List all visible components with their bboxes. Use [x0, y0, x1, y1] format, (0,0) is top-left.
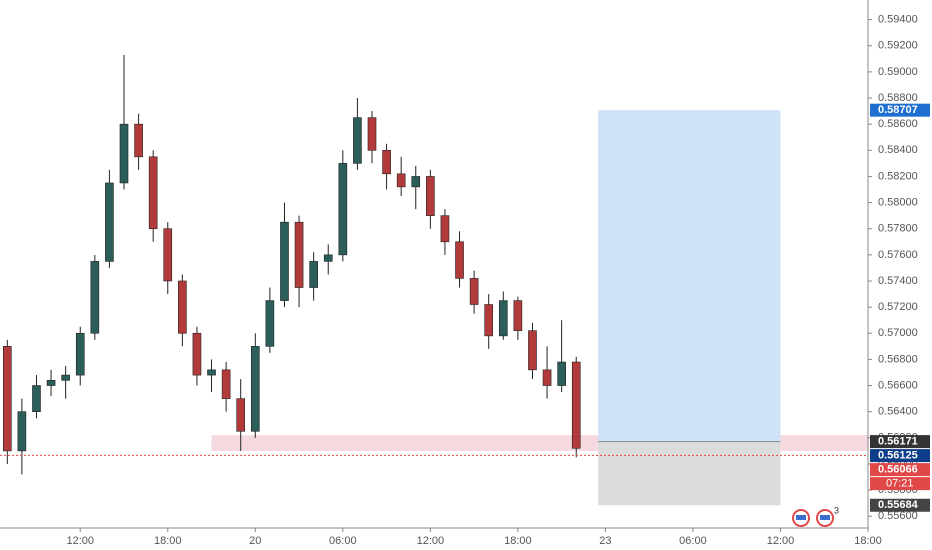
price-label-box — [870, 449, 930, 463]
candle-body — [17, 411, 27, 452]
candle-body — [396, 173, 406, 188]
price-label-box — [870, 463, 930, 477]
stop-area — [598, 441, 781, 506]
candle-body — [32, 385, 41, 412]
profit-area — [598, 110, 781, 442]
candle-body — [265, 300, 275, 347]
candle-body — [280, 221, 289, 301]
y-tick-label: 0.57200 — [878, 301, 918, 313]
x-tick-label: 12:00 — [767, 535, 795, 547]
x-tick-label: 06:00 — [329, 535, 357, 547]
candle-body — [119, 123, 129, 184]
y-tick-label: 0.58200 — [878, 170, 918, 182]
candle-body — [309, 261, 318, 288]
y-tick-label: 0.59200 — [878, 40, 918, 52]
x-tick-label: 18:00 — [854, 535, 882, 547]
candle-body — [75, 332, 85, 376]
price-label-box — [870, 103, 930, 117]
candle-body — [338, 163, 348, 256]
y-tick-label: 0.56800 — [878, 353, 918, 365]
candle-body — [192, 332, 202, 376]
candle-body — [207, 369, 216, 376]
candle-body — [236, 398, 246, 432]
candle-body — [557, 361, 566, 386]
candle-body — [148, 156, 158, 230]
y-tick-label: 0.58800 — [878, 92, 918, 104]
candle-body — [382, 149, 391, 175]
icon-inner — [796, 515, 806, 520]
candle-body — [498, 300, 508, 337]
y-tick-label: 0.57400 — [878, 275, 918, 287]
candle-body — [294, 221, 304, 288]
candle-body — [411, 176, 421, 188]
candle-body — [61, 374, 70, 381]
price-label: 0.58707 — [878, 104, 918, 116]
price-label: 0.56066 — [878, 464, 918, 476]
candle-body — [426, 176, 435, 216]
y-tick-label: 0.57000 — [878, 327, 918, 339]
y-tick-label: 0.56400 — [878, 406, 918, 418]
candle-body — [90, 261, 100, 334]
icon-badge: 3 — [834, 505, 839, 515]
price-label: 0.55684 — [878, 499, 919, 511]
candle-body — [221, 369, 231, 399]
candle-body — [484, 304, 494, 337]
y-tick-label: 0.58600 — [878, 118, 918, 130]
y-tick-label: 0.59000 — [878, 66, 918, 78]
x-tick-label: 18:00 — [154, 535, 182, 547]
candle-body — [163, 228, 173, 282]
x-tick-label: 12:00 — [417, 535, 445, 547]
candle-body — [542, 369, 552, 386]
y-tick-label: 0.55600 — [878, 510, 918, 522]
candle-body — [513, 300, 523, 331]
candle-body — [250, 346, 260, 432]
x-tick-label: 18:00 — [504, 535, 532, 547]
countdown-box — [870, 477, 930, 491]
price-label: 0.56171 — [878, 436, 918, 448]
price-label-box — [870, 498, 930, 512]
x-tick-label: 06:00 — [679, 535, 707, 547]
candle-body — [46, 380, 56, 386]
price-label-box — [870, 435, 930, 449]
candle-body — [455, 241, 464, 279]
y-tick-label: 0.57800 — [878, 223, 918, 235]
y-tick-label: 0.56600 — [878, 379, 918, 391]
y-tick-label: 0.58400 — [878, 144, 918, 156]
x-tick-label: 23 — [599, 535, 611, 547]
x-tick-label: 12:00 — [66, 535, 94, 547]
y-tick-label: 0.59400 — [878, 14, 918, 26]
y-tick-label: 0.58000 — [878, 196, 918, 208]
candle-body — [323, 254, 333, 262]
countdown: 07:21 — [886, 478, 914, 490]
x-tick-label: 20 — [249, 535, 261, 547]
candle-body — [367, 117, 377, 151]
icon-inner — [820, 515, 830, 520]
candle-body — [528, 330, 537, 371]
candle-body — [134, 123, 143, 158]
candle-body — [178, 280, 187, 334]
candle-body — [105, 182, 114, 262]
candle-body — [2, 346, 12, 452]
candle-body — [571, 361, 581, 449]
candle-body — [440, 215, 450, 243]
candle-body — [353, 117, 362, 164]
price-label: 0.56125 — [878, 450, 918, 462]
y-tick-label: 0.57600 — [878, 249, 918, 261]
candle-body — [469, 278, 479, 305]
